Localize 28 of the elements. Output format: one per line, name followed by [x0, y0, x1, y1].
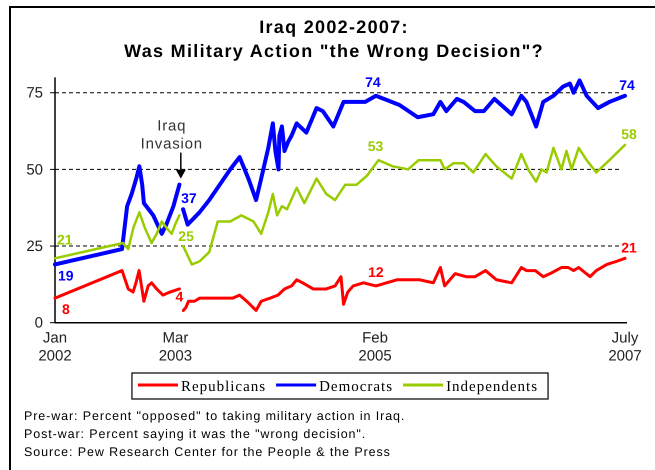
legend-label: Independents [446, 379, 538, 395]
data-label: 21 [621, 239, 637, 256]
x-tick-label: Jan 2002 [38, 330, 72, 365]
data-label: 4 [175, 288, 184, 304]
legend-label: Republicans [180, 379, 266, 395]
y-tick-label: 25 [26, 238, 43, 256]
y-tick-label: 50 [26, 161, 43, 178]
data-label: 25 [178, 228, 194, 244]
data-label: 8 [62, 301, 70, 318]
data-label: 21 [57, 231, 73, 248]
chart-title: Iraq 2002-2007: Was Military Action "the Wrong Decision"? [124, 17, 544, 61]
data-label: 37 [181, 190, 197, 206]
x-tick-label: Feb 2005 [358, 330, 392, 365]
data-label: 12 [368, 264, 384, 280]
x-tick-label: Mar 2003 [158, 330, 192, 365]
data-label: 58 [621, 126, 637, 142]
text: Post-war: Percent saying it was the "wrong decision". [24, 427, 366, 441]
data-label: 19 [58, 267, 74, 284]
data-label: 74 [365, 74, 381, 90]
legend-label: Democrats [319, 379, 394, 395]
y-tick-label: 75 [26, 84, 43, 102]
data-label: 53 [368, 138, 384, 154]
source-note: Source: Pew Research Center for the People & the Press [24, 445, 391, 459]
y-tick-label: 0 [34, 314, 43, 332]
annotation: Iraq Invasion [140, 118, 203, 153]
x-tick-label: July 2007 [608, 330, 642, 365]
text: Pre-war: Percent "opposed" to taking military action in Iraq. [24, 409, 406, 423]
data-label: 74 [619, 76, 635, 93]
